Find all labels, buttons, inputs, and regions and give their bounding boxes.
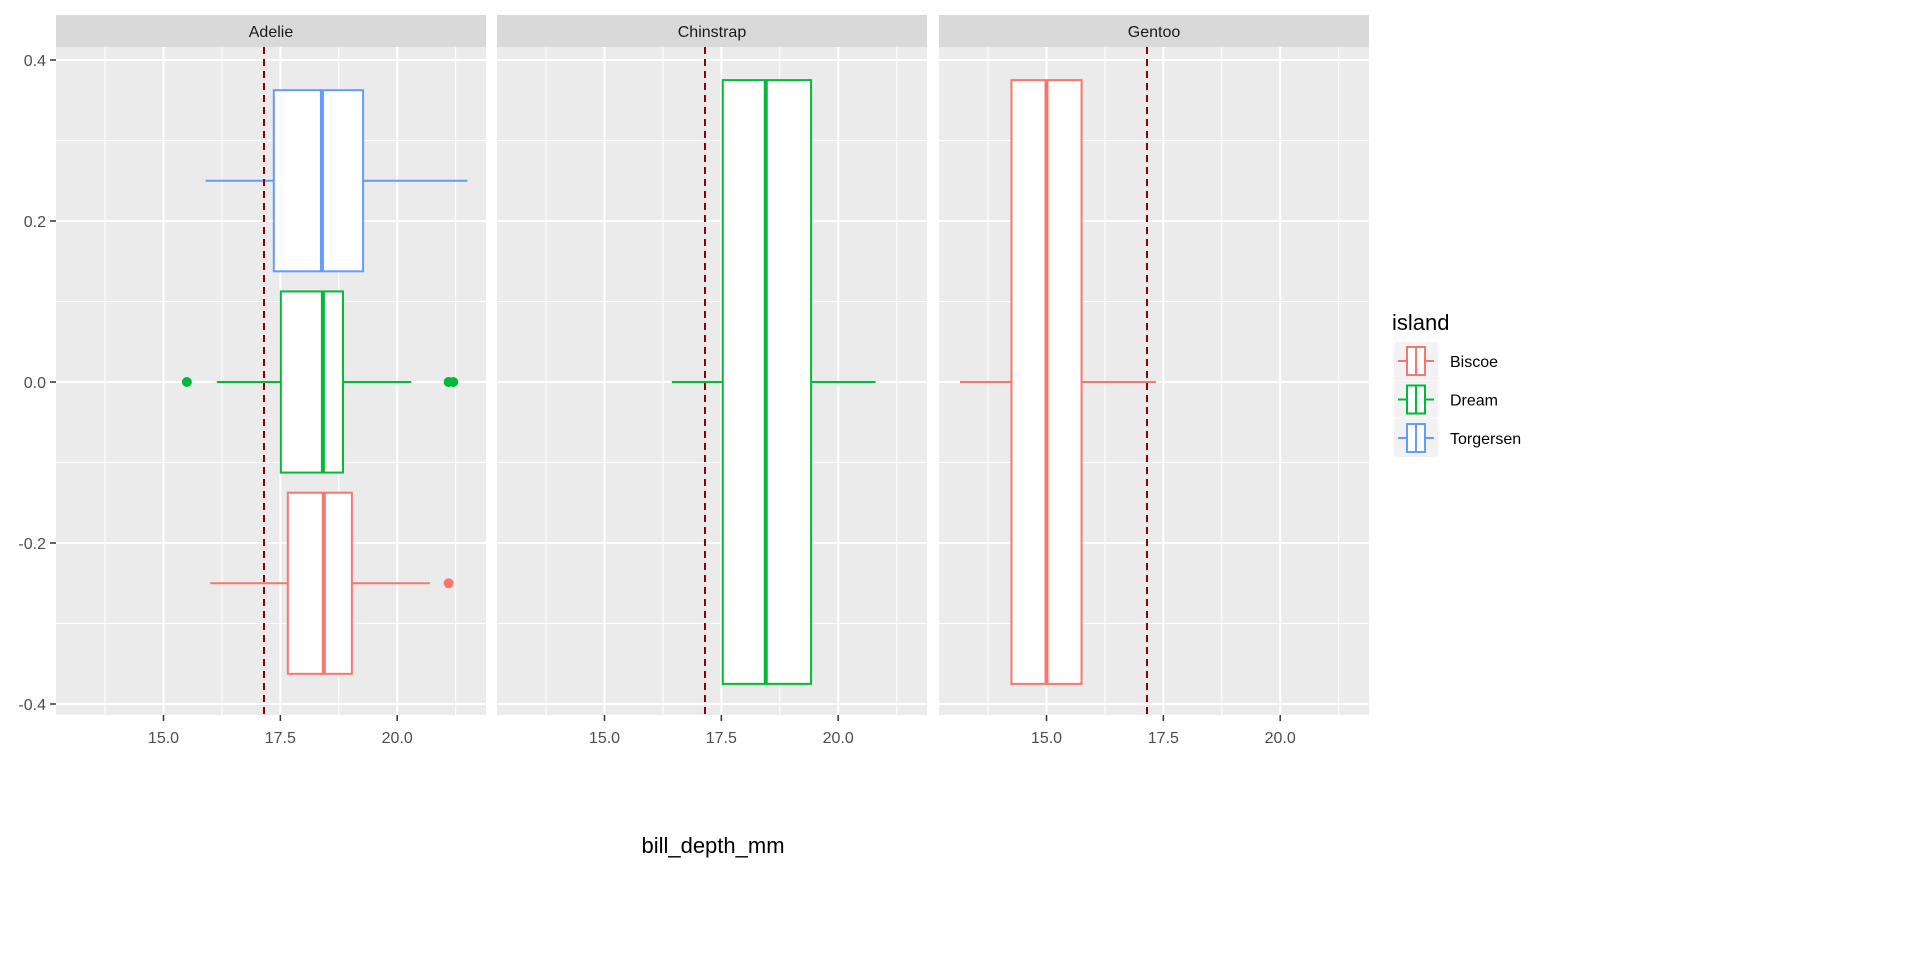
facet-strip-label: Gentoo xyxy=(1128,24,1181,41)
outlier-point xyxy=(443,578,454,589)
facet-strip xyxy=(56,15,486,47)
facet-panel-chinstrap: Chinstrap 15.0 17.5 20.0 xyxy=(497,15,927,747)
facet-strip xyxy=(939,15,1369,47)
iqr-box xyxy=(272,89,365,273)
legend-label: Dream xyxy=(1450,393,1498,410)
legend-item-biscoe: Biscoe xyxy=(1394,342,1498,380)
outlier-point xyxy=(181,377,192,387)
legend-item-dream: Dream xyxy=(1394,380,1498,419)
facet-panel-gentoo: Gentoo 15.0 17.5 20.0 xyxy=(939,15,1369,747)
box-adelie-dream xyxy=(181,290,459,474)
x-tick-label: 15.0 xyxy=(1031,730,1062,747)
y-tick-label: -0.4 xyxy=(18,697,46,714)
legend-item-torgersen: Torgersen xyxy=(1394,419,1521,457)
x-tick-label: 17.5 xyxy=(1148,730,1179,747)
legend: island Biscoe Dream Torgersen xyxy=(1392,310,1521,457)
x-tick-label: 20.0 xyxy=(382,730,413,747)
y-tick-label: 0.0 xyxy=(24,375,46,392)
x-axis-title: bill_depth_mm xyxy=(641,833,784,858)
facet-panel-adelie: Adelie 15.0 17.5 20.0 xyxy=(56,15,486,747)
x-tick-label: 17.5 xyxy=(706,730,737,747)
box-adelie-biscoe xyxy=(210,491,454,675)
legend-title: island xyxy=(1392,310,1449,335)
x-tick-label: 20.0 xyxy=(823,730,854,747)
x-tick-label: 20.0 xyxy=(1265,730,1296,747)
legend-label: Torgersen xyxy=(1450,431,1521,448)
x-tick-label: 17.5 xyxy=(265,730,296,747)
box-chinstrap-dream xyxy=(671,79,876,685)
facet-strip xyxy=(497,15,927,47)
iqr-box xyxy=(286,491,353,675)
box-adelie-torgersen xyxy=(205,89,468,273)
facet-strip-label: Adelie xyxy=(249,24,294,41)
y-tick-label: -0.2 xyxy=(18,536,46,553)
x-tick-label: 15.0 xyxy=(589,730,620,747)
outlier-point xyxy=(448,377,459,387)
y-tick-label: 0.4 xyxy=(24,53,46,70)
x-tick-label: 15.0 xyxy=(148,730,179,747)
box-gentoo-biscoe xyxy=(960,79,1156,685)
legend-label: Biscoe xyxy=(1450,354,1498,371)
iqr-box xyxy=(279,290,344,474)
y-tick-label: 0.2 xyxy=(24,214,46,231)
facet-strip-label: Chinstrap xyxy=(678,24,747,41)
